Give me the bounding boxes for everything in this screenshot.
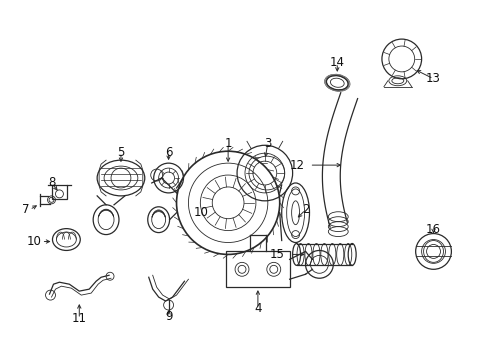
Text: 10: 10 bbox=[194, 206, 208, 219]
Text: 14: 14 bbox=[329, 57, 344, 69]
Text: 9: 9 bbox=[164, 310, 172, 323]
Text: 3: 3 bbox=[264, 137, 271, 150]
Bar bbox=[51, 185, 67, 199]
Text: 16: 16 bbox=[425, 223, 440, 236]
Text: 5: 5 bbox=[117, 146, 124, 159]
Text: 13: 13 bbox=[425, 72, 440, 85]
Text: 12: 12 bbox=[289, 159, 304, 172]
Text: 11: 11 bbox=[72, 312, 86, 325]
Text: 15: 15 bbox=[269, 248, 284, 261]
Text: 10: 10 bbox=[27, 235, 41, 248]
Text: 8: 8 bbox=[48, 176, 55, 189]
Bar bbox=[225, 251, 289, 287]
Text: 7: 7 bbox=[22, 203, 30, 216]
Text: 2: 2 bbox=[301, 203, 308, 216]
Text: 1: 1 bbox=[224, 137, 231, 150]
Text: 4: 4 bbox=[254, 302, 261, 315]
Text: 6: 6 bbox=[164, 146, 172, 159]
